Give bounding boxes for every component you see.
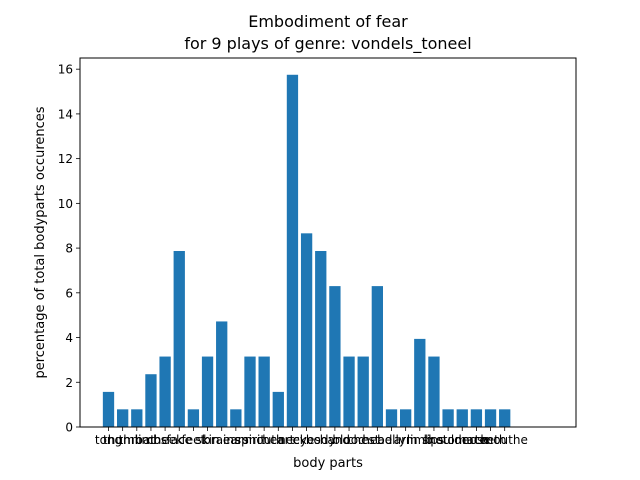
bar-heart bbox=[272, 391, 284, 427]
y-tick-label: 16 bbox=[58, 63, 73, 77]
bar-teeth bbox=[484, 409, 497, 427]
x-tick-label: spirit bbox=[235, 433, 265, 447]
bar-head bbox=[371, 286, 383, 427]
x-tick-label: thumb bbox=[103, 433, 142, 447]
x-tick-label: lips bbox=[424, 433, 445, 447]
x-tick-label: limb bbox=[407, 433, 433, 447]
x-tick-label: body bbox=[306, 433, 336, 447]
x-tick-label: mouthe bbox=[482, 433, 528, 447]
bar-lips bbox=[428, 356, 440, 427]
x-tick-label: brains bbox=[203, 433, 240, 447]
x-tick-label: arm bbox=[394, 433, 418, 447]
x-tick-label: eyes bbox=[293, 433, 321, 447]
bar-neck bbox=[286, 74, 299, 427]
x-tick-label: feet bbox=[182, 433, 206, 447]
bar-stomach bbox=[456, 409, 468, 427]
bar-mouthe bbox=[499, 409, 511, 427]
bar-tong bbox=[102, 391, 115, 427]
bar-ears bbox=[230, 409, 242, 427]
y-tick-label: 2 bbox=[65, 376, 73, 390]
bar-brains bbox=[216, 321, 228, 427]
bar-body bbox=[315, 250, 327, 427]
chart-title: Embodiment of fear bbox=[248, 12, 408, 31]
x-tick-label: ears bbox=[223, 433, 249, 447]
bar-hand bbox=[329, 286, 341, 427]
x-tick-label: neck bbox=[278, 433, 307, 447]
bar-throat bbox=[131, 409, 143, 427]
chart-subtitle: for 9 plays of genre: vondels_toneel bbox=[184, 34, 471, 54]
bar-thumb bbox=[117, 409, 129, 427]
bar-nose bbox=[470, 409, 483, 427]
bar-face bbox=[173, 250, 185, 427]
x-axis-ticks: tongthumbthroatlimbscheekfacefeetskinbra… bbox=[95, 427, 528, 447]
bar-blood bbox=[343, 356, 355, 427]
bar-chest bbox=[357, 356, 369, 427]
x-tick-label: limbs bbox=[135, 433, 167, 447]
plot-frame bbox=[79, 57, 577, 428]
x-tick-label: mouth bbox=[245, 433, 284, 447]
bar-eyes bbox=[300, 233, 313, 427]
x-tick-label: chest bbox=[347, 433, 380, 447]
bars-group bbox=[102, 74, 511, 427]
bar-feet bbox=[187, 409, 200, 427]
bar-arm bbox=[400, 409, 412, 427]
x-tick-label: head bbox=[362, 433, 392, 447]
x-axis-label: body parts bbox=[293, 456, 363, 471]
bar-shoulder bbox=[442, 409, 454, 427]
x-tick-label: blood bbox=[332, 433, 365, 447]
y-tick-label: 4 bbox=[65, 331, 73, 345]
x-tick-label: stomach bbox=[436, 433, 488, 447]
bar-spirit bbox=[244, 356, 256, 427]
x-tick-label: heart bbox=[262, 433, 294, 447]
y-tick-label: 8 bbox=[65, 242, 73, 256]
bar-limb bbox=[414, 338, 426, 427]
y-axis-ticks: 0 2 4 6 8 10 12 14 16 bbox=[58, 63, 80, 435]
x-tick-label: shoulder bbox=[422, 433, 474, 447]
x-tick-label: tong bbox=[95, 433, 122, 447]
y-tick-label: 6 bbox=[65, 286, 73, 300]
bar-mouth bbox=[258, 356, 270, 427]
x-tick-label: cheek bbox=[147, 433, 183, 447]
bar-limbs bbox=[145, 374, 157, 427]
x-tick-label: belly bbox=[377, 433, 406, 447]
x-tick-label: face bbox=[166, 433, 192, 447]
x-tick-label: skin bbox=[195, 433, 219, 447]
bar-cheek bbox=[159, 356, 171, 427]
bar-skin bbox=[201, 356, 214, 427]
x-tick-label: nose bbox=[462, 433, 491, 447]
y-tick-label: 14 bbox=[58, 107, 73, 121]
y-tick-label: 10 bbox=[58, 197, 73, 211]
x-tick-label: teeth bbox=[475, 433, 507, 447]
y-axis-label: percentage of total bodyparts occurences bbox=[33, 106, 48, 378]
x-tick-label: hand bbox=[320, 433, 350, 447]
y-tick-label: 12 bbox=[58, 152, 73, 166]
y-tick-label: 0 bbox=[65, 421, 73, 435]
bar-belly bbox=[385, 409, 398, 427]
x-tick-label: throat bbox=[119, 433, 156, 447]
